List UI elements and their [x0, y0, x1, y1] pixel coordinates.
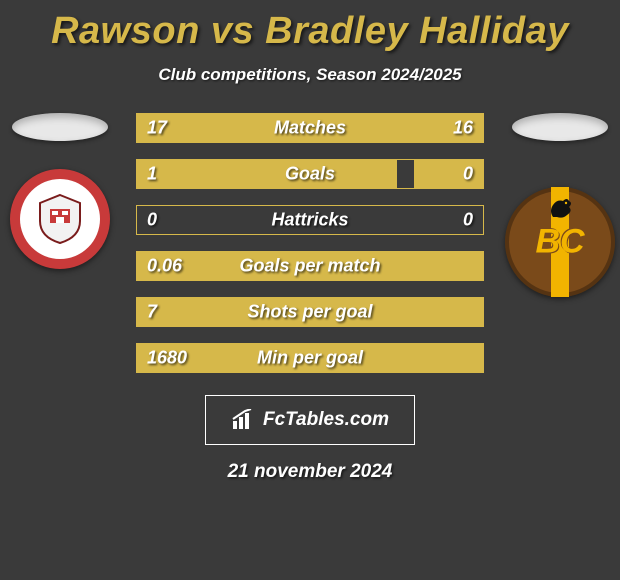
stat-value-left: 1680	[147, 348, 187, 369]
stat-value-left: 1	[147, 164, 157, 185]
comparison-content: 17 Matches 16 1 Goals 0 0 Hattricks 0 0.06 Goals p…	[0, 113, 620, 389]
brand-text: FcTables.com	[263, 409, 389, 431]
stat-row: 1680 Min per goal	[136, 343, 484, 373]
stat-row: 17 Matches 16	[136, 113, 484, 143]
left-side	[0, 113, 120, 269]
page-title: Rawson vs Bradley Halliday	[0, 0, 620, 53]
stat-bars: 17 Matches 16 1 Goals 0 0 Hattricks 0 0.06 Goals p…	[120, 113, 500, 389]
stat-label: Matches	[274, 118, 346, 139]
stat-value-left: 0	[147, 210, 157, 231]
stat-label: Shots per goal	[247, 302, 372, 323]
left-player-placeholder	[12, 113, 108, 141]
page-subtitle: Club competitions, Season 2024/2025	[0, 65, 620, 85]
stat-label: Min per goal	[257, 348, 363, 369]
stat-value-left: 0.06	[147, 256, 182, 277]
bar-fill-left	[137, 160, 397, 188]
date-text: 21 november 2024	[0, 461, 620, 483]
shield-icon	[32, 191, 88, 247]
right-team-initials: BC	[535, 223, 584, 262]
stat-value-right: 16	[453, 118, 473, 139]
brand-box: FcTables.com	[205, 395, 415, 445]
chart-icon	[231, 409, 257, 431]
stat-value-left: 7	[147, 302, 157, 323]
stat-row: 0.06 Goals per match	[136, 251, 484, 281]
stat-label: Hattricks	[271, 210, 348, 231]
right-player-placeholder	[512, 113, 608, 141]
stat-row: 1 Goals 0	[136, 159, 484, 189]
stat-value-right: 0	[463, 164, 473, 185]
stat-row: 7 Shots per goal	[136, 297, 484, 327]
left-team-crest-inner	[20, 179, 100, 259]
left-team-crest	[10, 169, 110, 269]
stat-row: 0 Hattricks 0	[136, 205, 484, 235]
stat-label: Goals per match	[239, 256, 380, 277]
stat-label: Goals	[285, 164, 335, 185]
stat-value-left: 17	[147, 118, 167, 139]
right-side: BC	[500, 113, 620, 297]
stat-value-right: 0	[463, 210, 473, 231]
right-team-crest: BC	[505, 187, 615, 297]
